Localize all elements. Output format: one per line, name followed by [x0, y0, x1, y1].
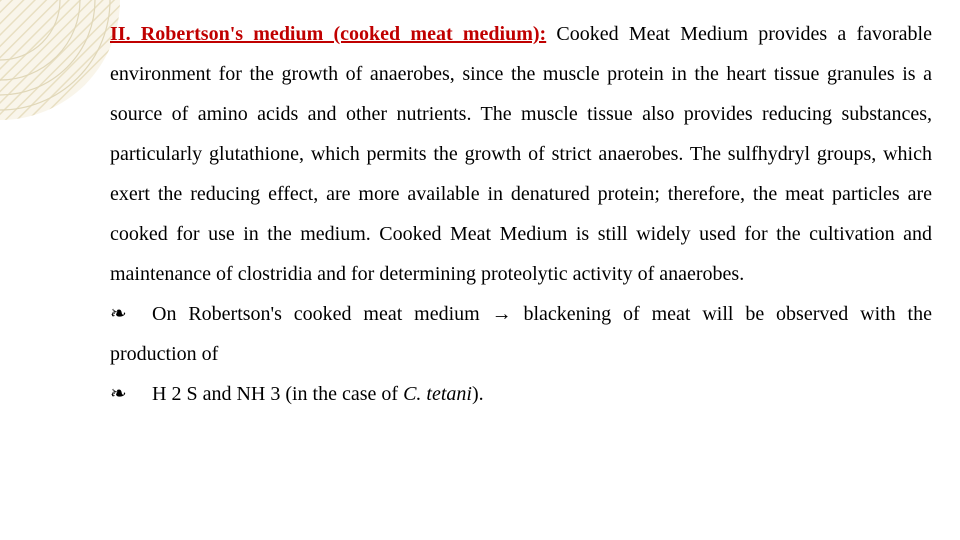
- paragraph-text: Cooked Meat Medium provides a favorable …: [110, 23, 932, 285]
- bullet-glyph-icon: ❧: [110, 294, 152, 334]
- section-heading: II. Robertson's medium (cooked meat medi…: [110, 23, 546, 45]
- bullet-item: ❧H 2 S and NH 3 (in the case of C. tetan…: [110, 374, 932, 414]
- bullet-text-post: ).: [472, 383, 484, 405]
- main-paragraph: II. Robertson's medium (cooked meat medi…: [110, 14, 932, 294]
- bullet-glyph-icon: ❧: [110, 374, 152, 414]
- species-name: C. tetani: [403, 383, 472, 405]
- bullet-text-pre: H 2 S and NH 3 (in the case of: [152, 383, 403, 405]
- bullet-text: On Robertson's cooked meat medium → blac…: [110, 303, 932, 365]
- bullet-item: ❧On Robertson's cooked meat medium → bla…: [110, 294, 932, 374]
- slide-body: II. Robertson's medium (cooked meat medi…: [0, 0, 960, 424]
- bullet-text: H 2 S and NH 3 (in the case of C. tetani…: [152, 383, 484, 405]
